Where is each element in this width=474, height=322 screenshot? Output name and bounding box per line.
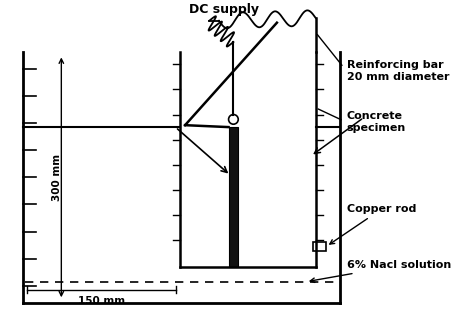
Circle shape [228, 115, 238, 124]
Text: Concrete
specimen: Concrete specimen [318, 109, 406, 133]
Text: DC supply: DC supply [189, 3, 259, 16]
Text: 300 mm: 300 mm [53, 154, 63, 201]
Text: 6% Nacl solution: 6% Nacl solution [310, 260, 451, 282]
Bar [228, 127, 238, 267]
Text: Copper rod: Copper rod [330, 204, 416, 244]
Text: 150 mm: 150 mm [78, 296, 125, 306]
Text: Reinforcing bar
20 mm diameter: Reinforcing bar 20 mm diameter [317, 34, 449, 82]
Bar [313, 242, 326, 251]
